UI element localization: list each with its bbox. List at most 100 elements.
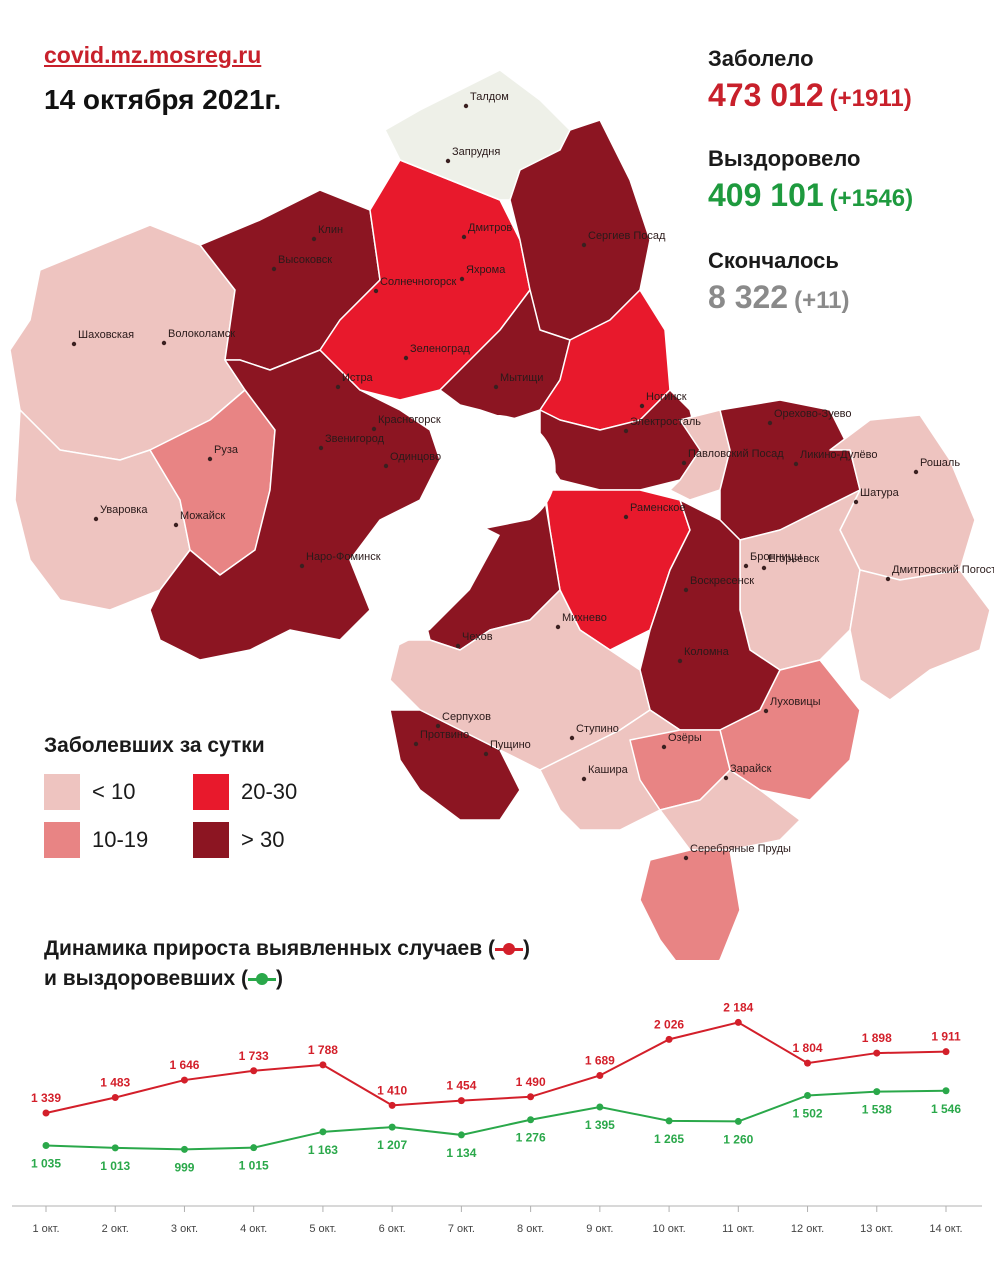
legend-swatch-lt10 [44,774,80,810]
town-label: Истра [342,372,374,384]
series-1-data-label: 1 276 [516,1131,546,1145]
town-label: Серебряные Пруды [690,843,791,855]
series-0-data-label: 1 490 [516,1075,546,1089]
town-label: Воскресенск [690,575,754,587]
map-moscow [440,415,556,530]
x-tick-label: 13 окт. [860,1223,893,1235]
town-label: Дмитров [468,222,512,234]
legend-swatch-gt30 [193,822,229,858]
town-dot [767,420,773,426]
town-label: Протвино [420,729,469,741]
stat-sick: Заболело 473 012 (+1911) [708,46,912,118]
town-label: Можайск [180,510,225,522]
legend-item-10-19: 10-19 [44,822,148,858]
series-1-data-label: 1 163 [308,1143,338,1157]
town-label: Красногорск [378,414,441,426]
legend-label-20-30: 20-30 [241,779,298,804]
series-0-data-label: 1 689 [585,1053,615,1067]
series-1-point [734,1117,742,1125]
town-label: Ликино-Дулёво [800,449,878,461]
town-dot [581,776,587,782]
series-0-point [873,1049,881,1057]
town-dot [483,751,489,757]
series-1-data-label: 1 035 [31,1157,61,1171]
town-label: Шаховская [78,329,134,341]
town-dot [445,158,451,164]
town-dot [207,456,213,462]
town-label: Орехово-Зуево [774,408,852,420]
town-label: Наро-Фоминск [306,551,381,563]
town-dot [623,514,629,520]
town-label: Рошаль [920,457,960,469]
stat-sick-delta: (+1911) [829,85,912,112]
town-dot [623,428,629,434]
series-1-point [111,1144,119,1152]
town-label: Егорьевск [768,553,819,565]
series-0-point [804,1059,812,1067]
town-dot [885,576,891,582]
series-1-point [42,1142,50,1150]
series-0-data-label: 1 454 [446,1079,476,1093]
stat-dead-label: Скончалось [708,248,839,273]
town-dot [763,708,769,714]
series-0-point [42,1109,50,1117]
town-label: Шатура [860,487,900,499]
x-tick-label: 7 окт. [448,1223,475,1235]
stat-dead-delta: (+11) [794,287,850,314]
town-label: Одинцово [390,451,441,463]
town-label: Бронницы [750,551,802,563]
town-dot [555,624,561,630]
x-tick-label: 4 окт. [240,1223,267,1235]
series-1-data-label: 1 260 [723,1132,753,1146]
series-0-point [250,1067,258,1075]
town-label: Руза [214,444,239,456]
town-label: Мытищи [500,372,543,384]
x-tick-label: 6 окт. [379,1223,406,1235]
stat-sick-label: Заболело [708,46,814,71]
legend-title: Заболевших за сутки [44,734,265,757]
town-label: Электросталь [630,416,701,428]
stat-sick-value-row: 473 012 (+1911) [708,76,912,118]
series-0-data-label: 1 733 [239,1049,269,1063]
stat-recovered-delta: (+1546) [829,185,914,212]
map-region-serebr [639,849,741,960]
series-0-point [665,1035,673,1043]
town-dot [569,735,575,741]
town-dot [913,469,919,475]
series-0-point [111,1094,119,1102]
series-1-point [804,1092,812,1099]
stat-recovered-value: 409 101 [708,177,824,213]
series-1-data-label: 1 538 [862,1103,892,1117]
x-tick-label: 3 окт. [171,1223,198,1235]
region-map: Талдом Запрудня Клин Высоковск Дмитров Яхрома… [9,69,994,960]
town-dot [683,855,689,861]
legend-swatch-10-19 [44,822,80,858]
series-line-1 [45,1089,947,1151]
series-0-data-label: 1 646 [169,1058,199,1072]
series-1-point [527,1116,535,1124]
map-region-west-center [149,349,441,661]
source-link[interactable]: covid.mz.mosreg.ru [44,42,262,68]
town-label: Запрудня [452,146,500,158]
town-label: Серпухов [442,711,491,723]
series-0-point [457,1097,465,1105]
town-label: Талдом [470,91,509,103]
series-0-point [388,1101,396,1109]
map-region-serpukhov [389,709,521,821]
town-dot [318,445,324,451]
town-dot [581,242,587,248]
town-dot [173,522,179,528]
series-0-data-label: 1 804 [793,1041,823,1055]
town-dot [299,563,305,569]
town-label: Чехов [462,631,493,643]
legend-item-lt10: < 10 [44,774,135,810]
stat-dead: Скончалось 8 322 (+11) [708,248,849,320]
town-label: Зеленоград [410,343,470,355]
town-dot [683,587,689,593]
town-dot [463,103,469,109]
town-dot [681,460,687,466]
series-0-point [596,1071,604,1079]
town-dot [723,775,729,781]
town-label: Ступино [576,723,619,735]
series-1-data-label: 1 015 [239,1159,269,1173]
